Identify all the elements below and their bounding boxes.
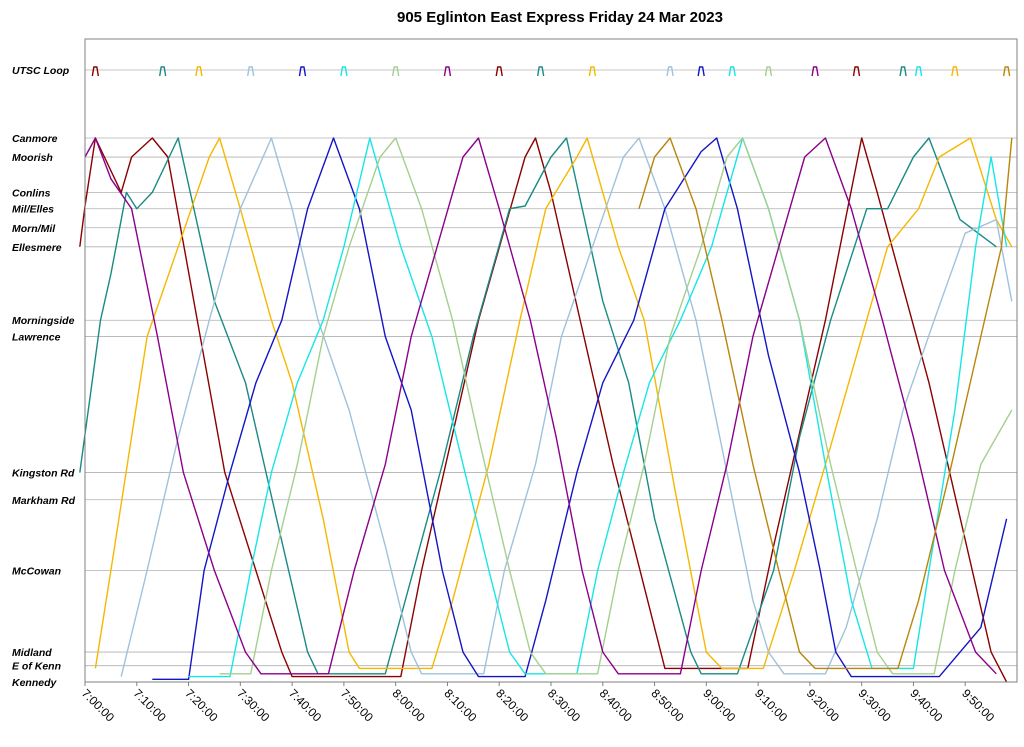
stop-label: Canmore bbox=[12, 133, 58, 145]
x-tick-label: 9:20:00 bbox=[804, 686, 842, 724]
loop-mark bbox=[588, 66, 597, 77]
vehicle-trace bbox=[120, 137, 1013, 677]
vehicle-trace bbox=[79, 137, 997, 675]
stop-label: Moorish bbox=[12, 152, 53, 164]
loop-mark bbox=[443, 66, 452, 77]
loop-mark bbox=[1002, 66, 1011, 77]
x-tick-label: 9:50:00 bbox=[959, 686, 997, 724]
x-tick-label: 8:00:00 bbox=[390, 686, 428, 724]
loop-mark bbox=[195, 66, 203, 77]
loop-mark bbox=[246, 66, 255, 77]
stop-labels: UTSC Loop Canmore Moorish Conlins Mil/Elles M… bbox=[12, 65, 76, 689]
loop-mark bbox=[811, 66, 819, 77]
x-tick-label: 7:40:00 bbox=[286, 686, 324, 724]
loop-mark bbox=[536, 66, 545, 77]
loop-mark bbox=[666, 66, 674, 77]
loop-mark bbox=[764, 66, 773, 77]
x-tick-label: 9:10:00 bbox=[752, 686, 790, 724]
x-tick-label: 8:50:00 bbox=[648, 686, 686, 724]
vehicle-trace bbox=[152, 137, 1008, 680]
stop-label: McCowan bbox=[12, 565, 61, 577]
x-tick-label: 8:30:00 bbox=[545, 686, 583, 724]
stop-label: Morningside bbox=[12, 315, 75, 327]
grid-layer bbox=[85, 69, 1017, 683]
loop-mark bbox=[340, 66, 348, 77]
loop-mark bbox=[852, 66, 861, 77]
stop-label: Morn/Mil bbox=[12, 223, 56, 235]
vehicle-trace bbox=[188, 137, 1008, 678]
series-layer bbox=[79, 66, 1013, 683]
x-tick-label: 9:30:00 bbox=[856, 686, 894, 724]
stop-label: Kennedy bbox=[12, 677, 58, 689]
stop-label: Ellesmere bbox=[12, 242, 62, 254]
x-tick-label: 7:10:00 bbox=[131, 686, 169, 724]
loop-mark bbox=[914, 66, 923, 77]
loop-mark bbox=[391, 66, 400, 77]
stop-label: Conlins bbox=[12, 187, 51, 199]
x-tick-label: 7:00:00 bbox=[79, 686, 117, 724]
x-tick-label: 8:10:00 bbox=[441, 686, 479, 724]
loop-mark bbox=[697, 66, 705, 77]
x-tick-label: 7:30:00 bbox=[234, 686, 272, 724]
stop-label: UTSC Loop bbox=[12, 65, 70, 77]
x-tick-label: 8:40:00 bbox=[597, 686, 635, 724]
stop-label: Markham Rd bbox=[12, 495, 76, 507]
loop-mark bbox=[495, 66, 503, 77]
stop-label: Lawrence bbox=[12, 332, 61, 344]
x-tick-label: 7:20:00 bbox=[182, 686, 220, 724]
vehicle-trace bbox=[84, 137, 997, 675]
loop-mark bbox=[951, 66, 959, 77]
x-tick-label: 9:00:00 bbox=[700, 686, 738, 724]
stop-label: Midland bbox=[12, 647, 52, 659]
vehicle-trace bbox=[94, 137, 1013, 670]
loop-mark bbox=[91, 66, 100, 77]
vehicle-trace bbox=[219, 137, 1013, 675]
loop-mark bbox=[158, 66, 167, 77]
loop-mark bbox=[899, 66, 907, 77]
x-tick-label: 9:40:00 bbox=[907, 686, 945, 724]
loop-mark bbox=[728, 66, 736, 77]
x-tick-label: 7:50:00 bbox=[338, 686, 376, 724]
stop-label: Mil/Elles bbox=[12, 204, 54, 216]
loop-mark bbox=[298, 66, 307, 77]
stop-label: Kingston Rd bbox=[12, 468, 75, 480]
stop-label: E of Kenn bbox=[12, 661, 61, 673]
vehicle-trace bbox=[638, 137, 1013, 670]
x-tick-label: 8:20:00 bbox=[493, 686, 531, 724]
time-labels: 7:00:00 7:10:00 7:20:00 7:30:00 7:40:00 7:50:… bbox=[79, 682, 998, 725]
plot-frame bbox=[84, 38, 1018, 683]
chart-title: 905 Eglinton East Express Friday 24 Mar … bbox=[397, 9, 723, 26]
